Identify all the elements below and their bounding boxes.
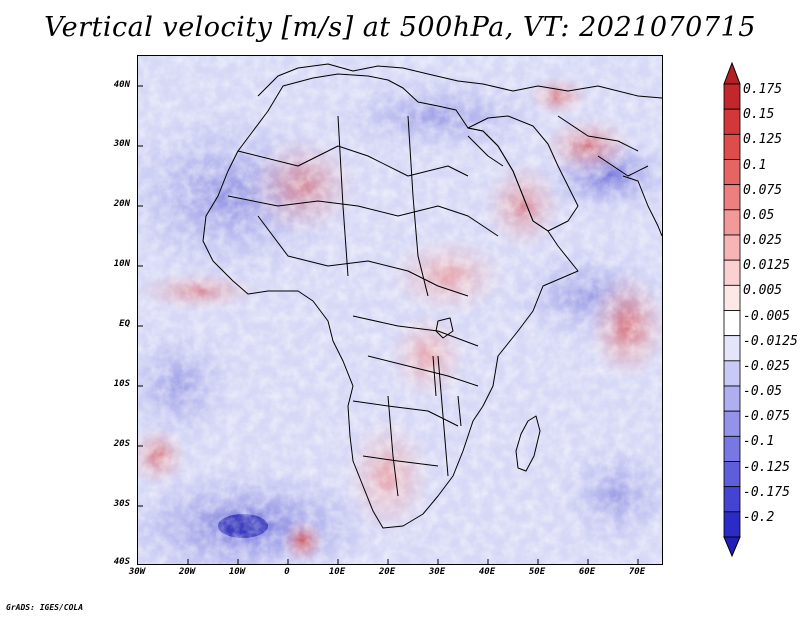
lat-label: 30N: [113, 139, 130, 149]
colorbar-bottom-arrow: [723, 536, 741, 558]
country-border: [257, 215, 469, 297]
lon-label: 50E: [528, 567, 546, 577]
lat-label: 30S: [113, 499, 130, 509]
lon-label: 10E: [328, 567, 346, 577]
lat-label: EQ: [119, 319, 130, 329]
country-border: [352, 315, 479, 347]
lake-malawi: [457, 395, 462, 427]
lon-label: 40E: [478, 567, 496, 577]
country-border: [557, 115, 639, 152]
country-border: [362, 455, 439, 467]
colorbar-label: -0.05: [743, 384, 783, 399]
country-border: [337, 115, 349, 277]
lake-victoria: [435, 317, 454, 339]
country-border: [467, 135, 504, 167]
colorbar-boxes: [723, 83, 741, 538]
lat-label: 20S: [113, 439, 130, 449]
colorbar-label: -0.025: [743, 358, 790, 374]
india-coastline: [622, 175, 662, 237]
colorbar-box: [723, 435, 741, 462]
colorbar-label: 0.075: [743, 182, 783, 198]
colorbar-box: [723, 511, 741, 538]
colorbar-label: 0.005: [743, 283, 783, 299]
colorbar-label: -0.1: [743, 434, 775, 450]
colorbar-box: [723, 209, 741, 236]
coastlines: [202, 63, 662, 529]
colorbar-label: -0.005: [743, 308, 790, 324]
lat-label: 40S: [113, 557, 130, 567]
colorbar-box: [723, 310, 741, 337]
country-border: [597, 155, 649, 177]
colorbar-top-arrow: [723, 61, 741, 85]
colorbar-box: [723, 360, 741, 387]
lon-label: 30W: [128, 567, 146, 577]
lat-label: 10N: [113, 259, 130, 269]
colorbar-label: -0.125: [743, 459, 790, 475]
africa-coastline: [202, 73, 579, 529]
colorbar-box: [723, 410, 741, 437]
arabia-coastline: [467, 115, 579, 232]
lon-label: 10W: [228, 567, 246, 577]
colorbar-box: [723, 184, 741, 211]
country-border: [407, 115, 429, 297]
colorbar-label: -0.2: [743, 509, 775, 525]
colorbar-label: 0.15: [743, 107, 775, 123]
field-texture: [138, 56, 662, 564]
lake-tanganyika: [432, 355, 437, 397]
colorbar-box: [723, 108, 741, 135]
map-plot-area: [137, 55, 663, 565]
lon-label: 30E: [428, 567, 446, 577]
country-border: [367, 355, 479, 387]
colorbar-box: [723, 83, 741, 110]
lon-label: 0: [284, 567, 290, 577]
colorbar-label: -0.0125: [743, 333, 798, 349]
madagascar-coastline: [515, 415, 541, 472]
credit-text: GrADS: IGES/COLA: [6, 603, 84, 612]
country-border: [437, 355, 449, 477]
colorbar-box: [723, 159, 741, 186]
colorbar-box: [723, 284, 741, 311]
lon-label: 60E: [578, 567, 596, 577]
colorbar-box: [723, 335, 741, 362]
lat-label: 40N: [113, 80, 130, 90]
colorbar-label: -0.075: [743, 409, 790, 425]
colorbar-label: 0.1: [743, 157, 767, 173]
colorbar-box: [723, 133, 741, 160]
lat-label: 20N: [113, 199, 130, 209]
colorbar-box: [723, 234, 741, 261]
country-border: [387, 395, 399, 497]
colorbar-box: [723, 461, 741, 488]
colorbar-label: 0.0125: [743, 258, 790, 274]
lon-label: 70E: [628, 567, 646, 577]
colorbar-label: 0.05: [743, 207, 775, 223]
europe-coastline: [257, 63, 662, 99]
map-title: Vertical velocity [m/s] at 500hPa, VT: 2…: [44, 12, 756, 43]
lat-label: 10S: [113, 379, 130, 389]
colorbar-label: 0.025: [743, 233, 783, 248]
colorbar-label: -0.175: [743, 484, 790, 500]
colorbar-label: 0.125: [743, 132, 783, 148]
colorbar-box: [723, 385, 741, 412]
lon-label: 20E: [378, 567, 396, 577]
country-border: [227, 195, 499, 237]
colorbar-label: 0.175: [743, 82, 783, 97]
map-canvas: [138, 56, 662, 564]
colorbar-box: [723, 486, 741, 513]
country-border: [237, 145, 469, 177]
colorbar-box: [723, 259, 741, 286]
frame-ticks: [138, 85, 639, 564]
lon-label: 20W: [178, 567, 196, 577]
